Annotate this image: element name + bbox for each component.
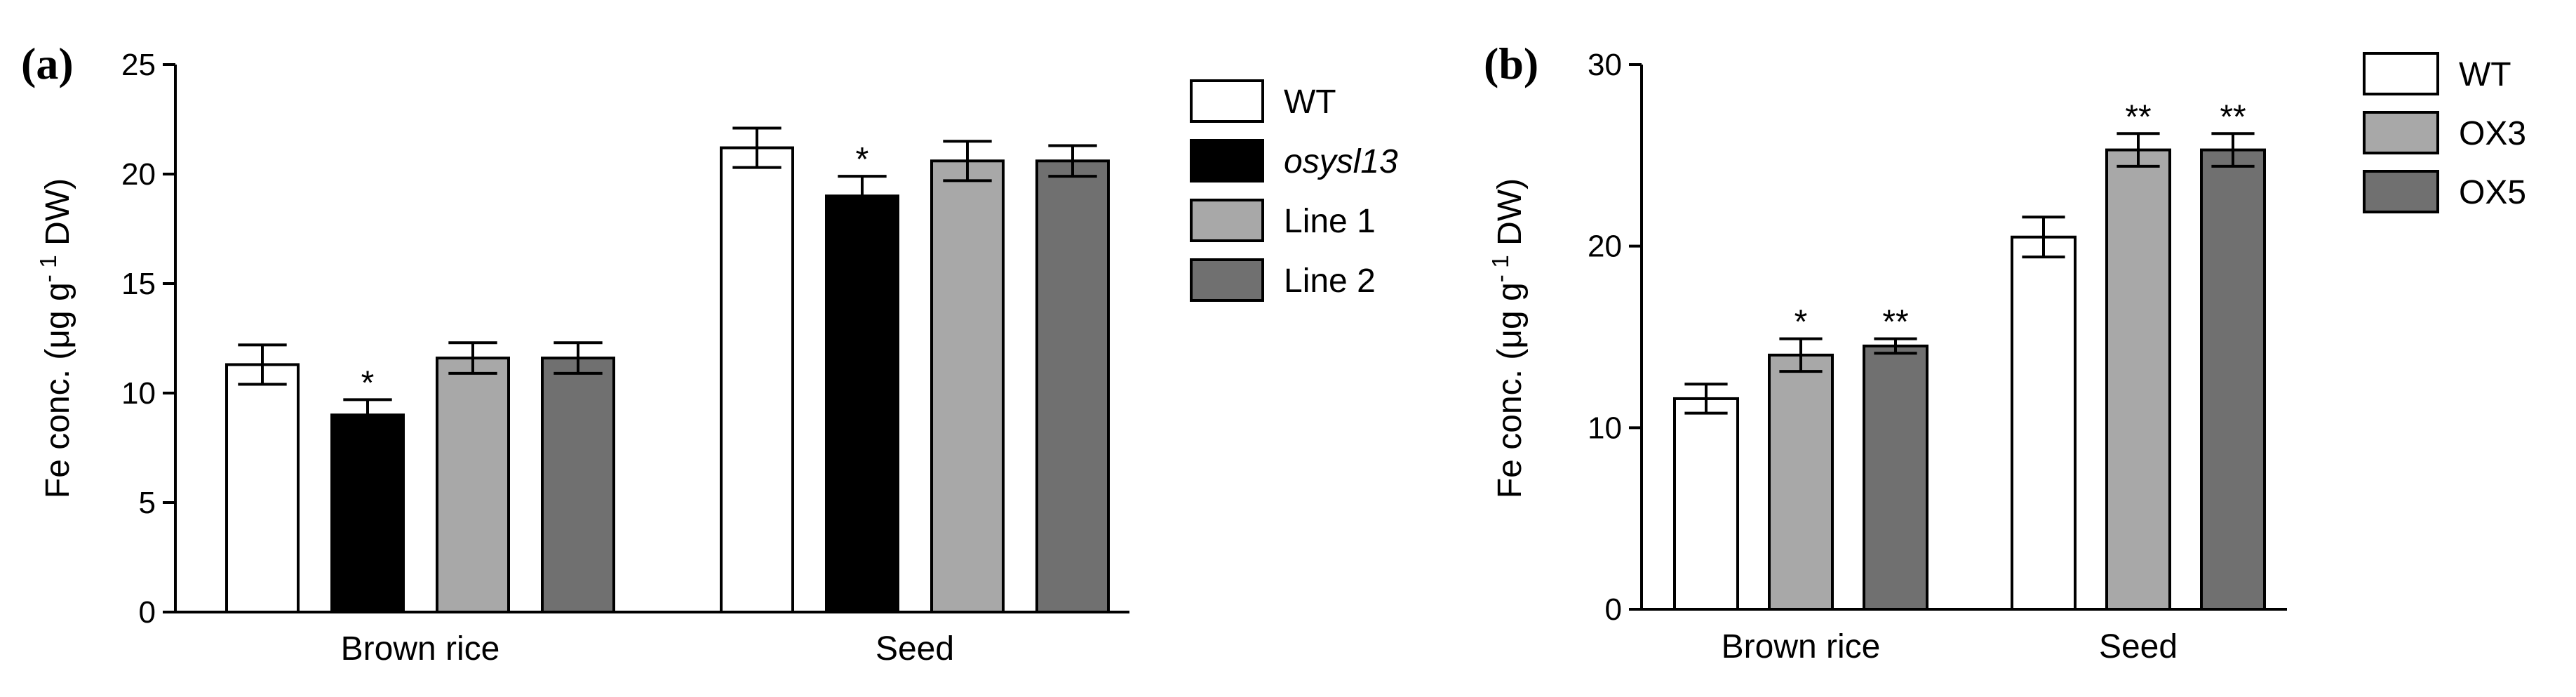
panel-a-bar-wt-seed (720, 146, 794, 613)
panel-a-legend-label-line-1: Line 1 (1284, 203, 1376, 240)
panel-b-y-tick-label: 0 (1605, 592, 1622, 627)
panel-b-axes: 0 10 20 30 Brown rice Seed (1588, 48, 2287, 665)
panel-b-significance-ox3-brown-rice: * (1795, 304, 1808, 341)
panel-a-bar-line-2-brown-rice (541, 357, 615, 613)
panel-a-bar-line-2-seed (1035, 159, 1110, 613)
panel-a-error-bar-line-1-seed (943, 140, 992, 182)
panel-b-bar-ox3-seed (2105, 148, 2171, 611)
panel-a-legend-swatch-osysl13 (1190, 139, 1264, 182)
panel-b-bar-wt-brown-rice (1673, 397, 1739, 611)
panel-a-axes: 0 5 10 15 20 25 Brown rice Seed (121, 48, 1129, 668)
panel-b-y-tick-label: 10 (1588, 411, 1622, 445)
panel-b-bar-ox5-brown-rice (1863, 344, 1928, 611)
panel-a-y-axis-title: Fe conc. (μg g- 1 DW) (36, 178, 76, 498)
panel-a: (a) Fe conc. (μg g- 1 DW) 0 5 10 15 20 25 Brow… (21, 39, 1398, 668)
panel-a-legend-label-osysl13: osysl13 (1284, 143, 1398, 180)
panel-a-category-label-seed: Seed (876, 630, 954, 668)
panel-a-bar-line-1-brown-rice (436, 357, 510, 613)
panel-a-error-bar-line-2-seed (1048, 144, 1097, 178)
panel-a-error-bar-osysl13-seed (838, 175, 887, 218)
panel-a-bar-osysl13-brown-rice (330, 413, 405, 613)
panel-a-error-bar-line-1-brown-rice (448, 341, 497, 375)
panel-a-legend-label-line-2: Line 2 (1284, 263, 1376, 300)
panel-b-label: (b) (1484, 39, 1538, 88)
panel-a-label: (a) (21, 39, 74, 88)
panel-b-legend: WT OX3 OX5 (2363, 52, 2526, 213)
panel-b-error-bar-ox3-seed (2117, 132, 2160, 168)
panel-a-y-tick-label: 5 (139, 486, 156, 520)
panel-b-bars: * **** ** (1673, 98, 2266, 611)
panel-a-y-tick-label: 10 (121, 376, 156, 411)
panel-a-legend-label-wt: WT (1284, 84, 1336, 121)
panel-b-error-bar-ox5-brown-rice (1874, 337, 1917, 355)
panel-b-legend-swatch-ox5 (2363, 170, 2439, 213)
panel-a-y-tick-label: 20 (121, 157, 156, 192)
panel-b-bar-wt-seed (2011, 235, 2077, 611)
panel-a-bar-wt-brown-rice (225, 363, 300, 613)
panel-a-y-tick-label: 15 (121, 267, 156, 301)
panel-a-significance-osysl13-seed: * (856, 141, 869, 178)
panel-b-bar-ox5-seed (2200, 148, 2266, 611)
panel-b-bar-ox3-brown-rice (1768, 353, 1834, 611)
panel-a-legend-swatch-line-1 (1190, 199, 1264, 242)
panel-a-bar-line-1-seed (930, 159, 1005, 613)
panel-a-error-bar-osysl13-brown-rice (343, 398, 392, 432)
panel-b-y-tick-label: 20 (1588, 230, 1622, 264)
panel-b-significance-ox5-seed: ** (2220, 98, 2246, 135)
panel-b-error-bar-ox5-seed (2211, 132, 2255, 168)
panel-a-significance-osysl13-brown-rice: * (361, 364, 375, 401)
panel-b-legend-label-wt: WT (2459, 56, 2511, 93)
panel-b-category-label-brown-rice: Brown rice (1722, 628, 1881, 665)
panel-b-legend-swatch-wt (2363, 52, 2439, 95)
panel-a-bar-osysl13-seed (825, 194, 899, 613)
panel-a-legend-swatch-wt (1190, 79, 1264, 123)
panel-b-y-tick-label: 30 (1588, 48, 1622, 82)
panel-a-error-bar-line-2-brown-rice (554, 341, 603, 375)
panel-a-y-tick-label: 0 (139, 595, 156, 630)
panel-b-error-bar-wt-seed (2022, 215, 2065, 259)
panel-a-error-bar-wt-seed (732, 126, 781, 169)
panel-a-y-axis-label: Fe conc. (μg g- 1 DW) (36, 178, 76, 498)
panel-b-y-axis-label: Fe conc. (μg g- 1 DW) (1488, 178, 1529, 498)
panel-b-error-bar-ox3-brown-rice (1779, 337, 1823, 373)
panel-b: (b) Fe conc. (μg g- 1 DW) 0 10 20 30 Brown r… (1484, 39, 2526, 665)
panel-b-legend-swatch-ox3 (2363, 111, 2439, 154)
panel-a-category-label-brown-rice: Brown rice (341, 630, 500, 668)
panel-a-legend-swatch-line-2 (1190, 258, 1264, 302)
panel-a-y-tick-label: 25 (121, 48, 156, 82)
panel-b-significance-ox3-seed: ** (2125, 98, 2151, 135)
panel-b-category-label-seed: Seed (2099, 628, 2178, 665)
panel-b-significance-ox5-brown-rice: ** (1882, 304, 1908, 341)
panel-b-legend-label-ox5: OX5 (2459, 174, 2526, 211)
panel-b-legend-label-ox3: OX3 (2459, 115, 2526, 152)
panel-a-legend: WT osysl13 Line 1 Line 2 (1190, 79, 1398, 302)
panel-b-error-bar-wt-brown-rice (1684, 383, 1728, 415)
panel-a-bars: ** (225, 126, 1110, 613)
panel-a-error-bar-wt-brown-rice (238, 343, 287, 386)
panel-b-y-axis-title: Fe conc. (μg g- 1 DW) (1488, 178, 1529, 498)
